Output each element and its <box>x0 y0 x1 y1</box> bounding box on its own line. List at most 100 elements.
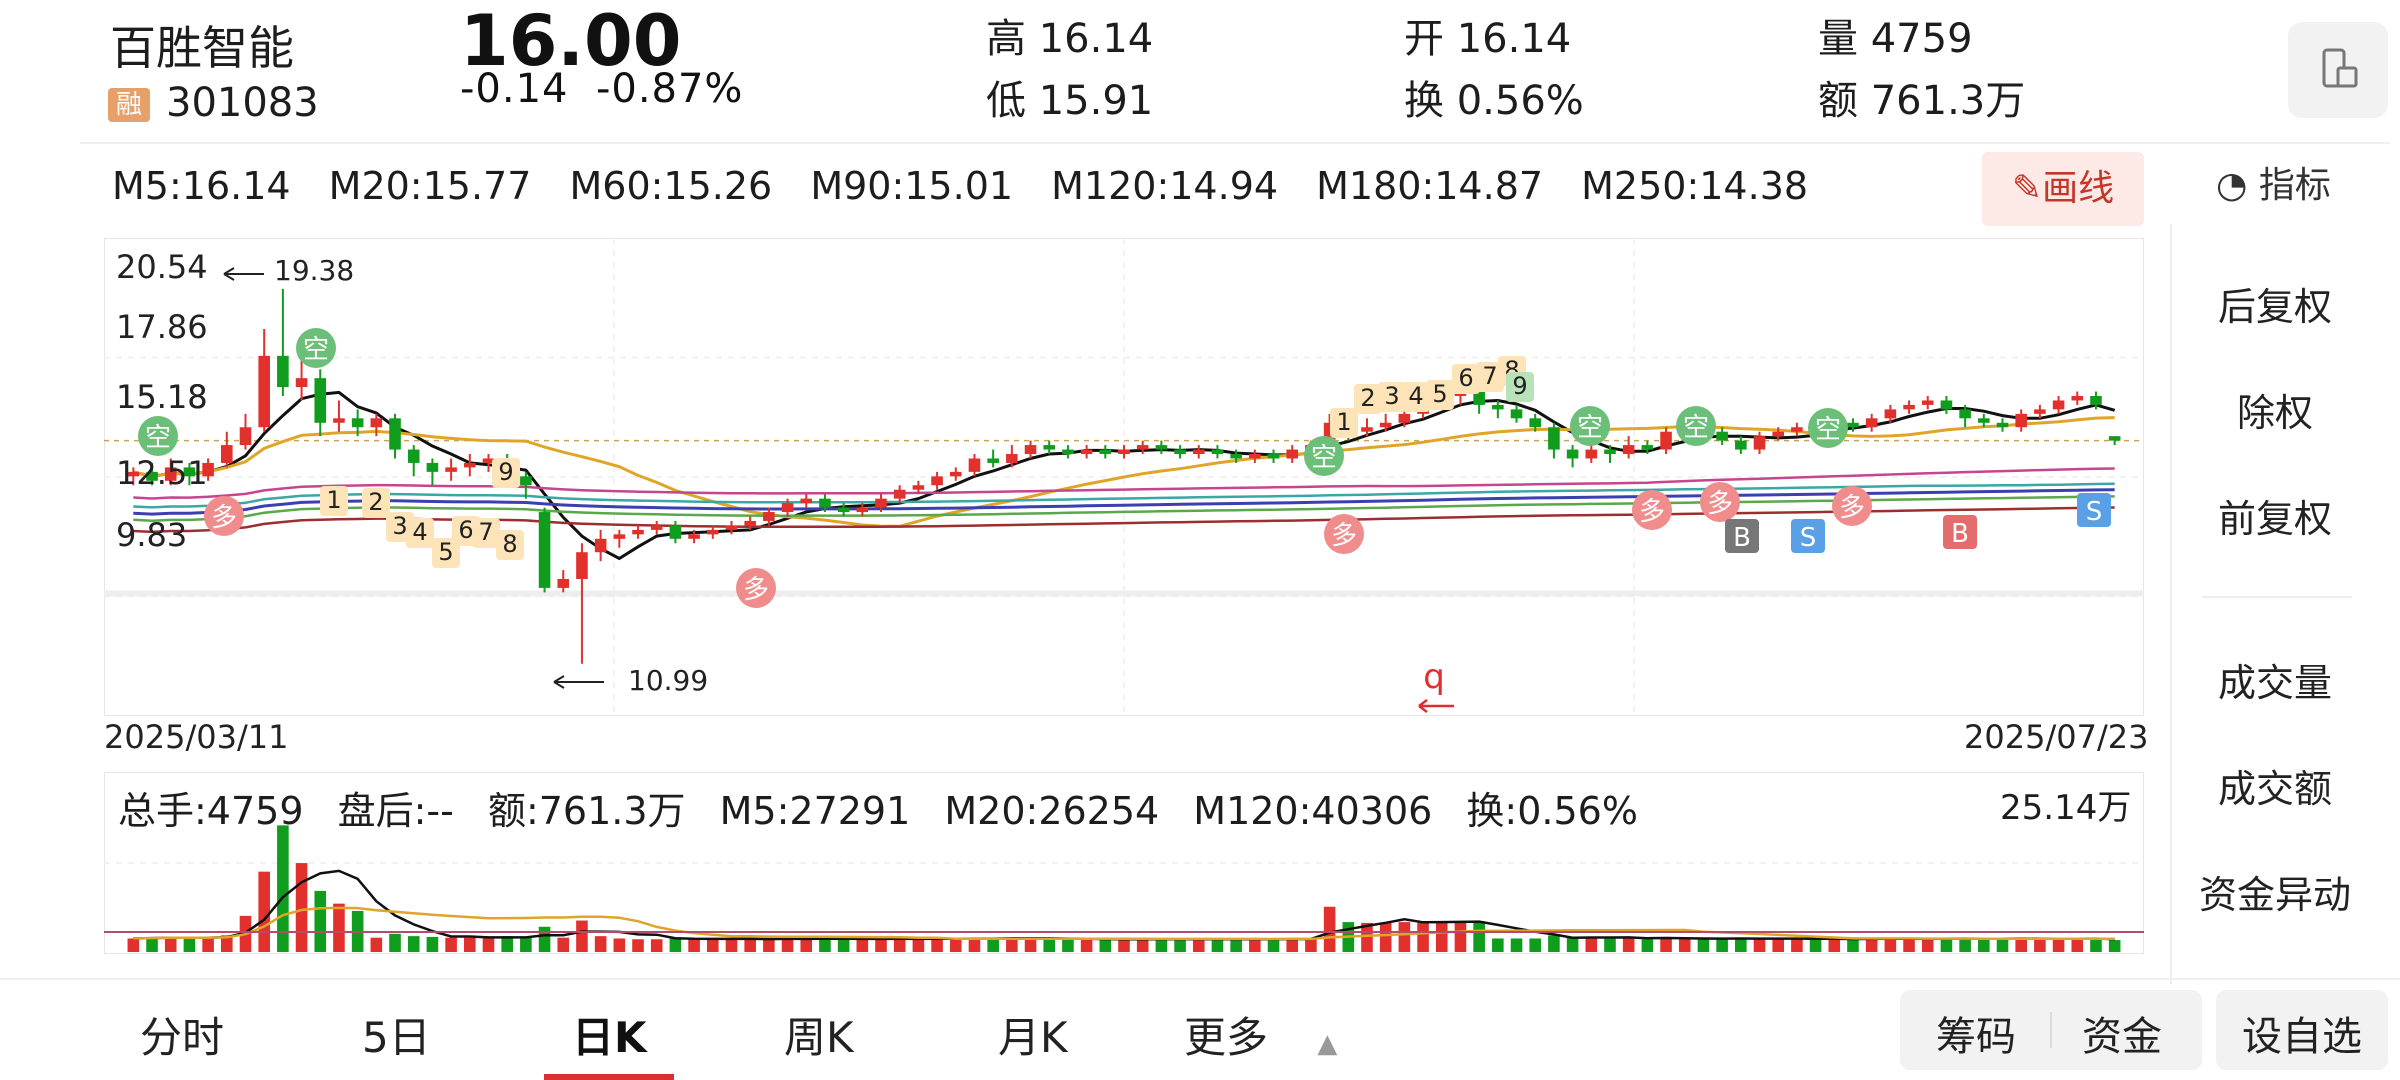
volume-chart[interactable] <box>104 772 2144 954</box>
volume-bar <box>931 938 943 952</box>
candle-body <box>1099 449 1112 455</box>
candle-body <box>1884 409 1897 419</box>
candle-body <box>1604 449 1616 455</box>
change-percent: -0.87% <box>595 66 744 112</box>
volume-bar <box>1735 938 1747 952</box>
volume-bar <box>725 939 738 952</box>
td-count-up: 1 <box>1336 408 1351 436</box>
y-tick-label: 12.51 <box>116 454 208 492</box>
side-menu: 后复权 除权 前复权 成交量 成交额 资金异动 <box>2170 224 2378 984</box>
candle-body <box>445 467 457 472</box>
td-count-up: 5 <box>1432 380 1447 408</box>
volume-bar <box>1585 937 1598 952</box>
candle-body <box>1267 454 1280 459</box>
td-count-bg <box>496 530 524 560</box>
candle-body <box>221 445 233 463</box>
volume-bar <box>1286 938 1299 952</box>
marker-kong: 空 <box>1577 413 1603 443</box>
marker-duo-bg <box>736 568 776 608</box>
low-label: 低 <box>986 78 1026 124</box>
volume-bar <box>426 936 439 952</box>
candle-body <box>258 355 270 428</box>
candle-body <box>987 458 999 463</box>
amount-quote: 额 761.3万 <box>1818 68 2025 126</box>
candle-body <box>1174 449 1186 455</box>
draw-line-button[interactable]: ✎画线 <box>1982 152 2144 226</box>
volume-bar <box>370 937 383 952</box>
volume-bar <box>2071 939 2084 952</box>
volume-bar <box>164 936 177 952</box>
phone-rotate-icon <box>2322 48 2358 88</box>
volume-bar <box>968 937 981 952</box>
candle-body <box>2071 395 2084 401</box>
marker-buy-bg <box>1943 515 1977 549</box>
volume-bar <box>1921 939 1934 952</box>
chart-start-date: 2025/03/11 <box>104 718 289 756</box>
change-value: -0.14 <box>460 66 569 112</box>
marker-duo-bg <box>1324 514 1364 554</box>
volume-bar <box>482 938 495 952</box>
candle-body <box>1641 445 1654 450</box>
tab-weekly-k[interactable]: 周K <box>784 1013 854 1062</box>
candle-body <box>164 467 177 481</box>
tab-monthly-k[interactable]: 月K <box>998 1013 1068 1062</box>
marker-duo: 多 <box>1639 497 1665 527</box>
td-count-bg <box>472 518 500 548</box>
side-item-post-adjust[interactable]: 后复权 <box>2217 285 2332 329</box>
vol-m120: M120:40306 <box>1193 789 1433 833</box>
candle-body <box>1323 422 1336 446</box>
td-count-down: 6 <box>458 516 473 544</box>
candle-body <box>688 534 700 539</box>
volume-bar <box>1118 939 1130 952</box>
arrow-left-icon <box>223 267 264 281</box>
volume-bar <box>893 938 906 952</box>
volume-bar <box>912 939 925 952</box>
candle-body <box>538 512 551 588</box>
volume-bar <box>1940 938 1953 952</box>
candle-body <box>183 467 196 477</box>
candle-body <box>520 476 532 486</box>
marker-duo: 多 <box>743 575 769 605</box>
marker-duo-bg <box>1700 482 1740 522</box>
candle-body <box>931 476 943 486</box>
marker-duo-bg <box>1632 490 1672 530</box>
candle-body <box>1024 445 1037 455</box>
add-watchlist-button[interactable]: 设自选 <box>2216 990 2388 1070</box>
volume-bar <box>1230 939 1242 952</box>
tab-5day[interactable]: 5日 <box>362 1013 431 1062</box>
turnover-quote: 换 0.56% <box>1404 68 1584 126</box>
volume-bar <box>594 936 607 952</box>
tab-more[interactable]: 更多 ▲ <box>1184 1004 1337 1065</box>
chips-button[interactable]: 筹码 <box>1936 1014 2016 1060</box>
td-count-down: 7 <box>478 518 493 546</box>
indicator-button[interactable]: ◔ 指标 <box>2216 156 2331 208</box>
margin-tag: 融 <box>108 88 150 122</box>
side-item-pre-adjust[interactable]: 前复权 <box>2217 497 2332 541</box>
candle-body <box>1473 391 1485 405</box>
amount-value: 761.3万 <box>1870 78 2026 124</box>
vol-m20: M20:26254 <box>944 789 1160 833</box>
price-change: -0.14 -0.87% <box>460 66 743 112</box>
side-item-volume[interactable]: 成交量 <box>2217 661 2332 705</box>
marker-kong-bg <box>1304 436 1344 476</box>
volume-bar <box>2034 939 2046 952</box>
td-count-bg <box>1476 362 1504 392</box>
tab-intraday[interactable]: 分时 <box>140 1013 225 1062</box>
candle-body <box>1921 400 1934 405</box>
tab-daily-k[interactable]: 日K <box>572 1013 647 1062</box>
funds-button[interactable]: 资金 <box>2082 1014 2162 1060</box>
candle-body <box>482 458 495 463</box>
landscape-toggle-button[interactable] <box>2288 22 2388 118</box>
side-item-fund-alert[interactable]: 资金异动 <box>2198 873 2351 917</box>
low-value: 15.91 <box>1038 78 1154 124</box>
candle-body <box>1492 404 1504 410</box>
side-item-amount[interactable]: 成交额 <box>2217 767 2332 811</box>
side-item-ex-rights[interactable]: 除权 <box>2236 391 2313 435</box>
turnover-value: 0.56% <box>1456 78 1584 124</box>
high-mark-label: 19.38 <box>274 254 354 287</box>
volume-label: 量 <box>1818 16 1858 62</box>
volume-bar <box>1043 939 1056 952</box>
header-divider <box>80 142 2390 144</box>
candle-body <box>351 418 364 428</box>
